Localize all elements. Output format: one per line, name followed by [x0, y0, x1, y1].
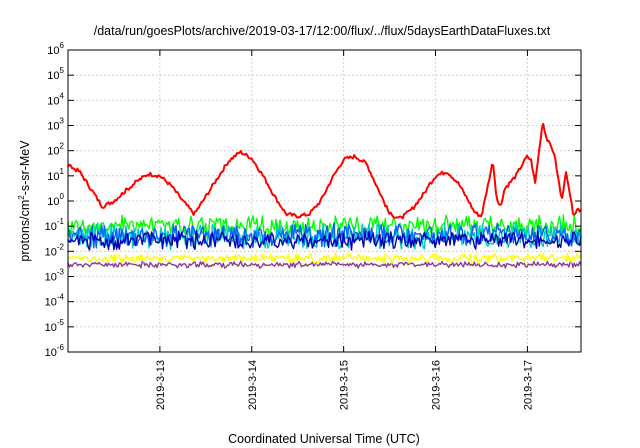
y-tick-base: 10 [47, 146, 59, 158]
y-tick-base: 10 [45, 246, 57, 258]
y-tick-exponent: 2 [60, 142, 65, 151]
y-tick-base: 10 [47, 121, 59, 133]
y-tick-exponent: -3 [57, 268, 65, 277]
series-line-6 [67, 260, 582, 269]
series-line-1 [67, 214, 582, 239]
y-tick-label: 104 [47, 91, 64, 107]
chart-title: /data/run/goesPlots/archive/2019-03-17/1… [94, 24, 551, 38]
y-tick-label: 100 [47, 192, 64, 208]
x-tick-label: 2019-3-15 [339, 360, 351, 410]
y-tick-exponent: -5 [57, 318, 65, 327]
x-tick-label: 2019-3-17 [522, 360, 534, 410]
x-tick-label: 2019-3-16 [431, 360, 443, 410]
series-line-4 [67, 230, 582, 251]
y-tick-label: 10-3 [45, 268, 65, 284]
y-tick-label: 105 [47, 66, 64, 82]
y-tick-exponent: -4 [57, 293, 65, 302]
grid-layer [68, 50, 581, 352]
tick-layer: 10-610-510-410-310-210-11001011021031041… [45, 41, 581, 410]
y-tick-label: 106 [47, 41, 64, 57]
y-tick-base: 10 [45, 221, 57, 233]
y-tick-exponent: 3 [60, 117, 65, 126]
y-tick-exponent: -1 [57, 217, 65, 226]
y-tick-exponent: 4 [60, 91, 65, 100]
y-tick-label: 10-1 [45, 217, 65, 233]
y-axis-label-pre: protons/cm [18, 200, 32, 262]
y-tick-base: 10 [45, 297, 57, 309]
y-axis-label: protons/cm2-s-sr-MeV [17, 140, 32, 262]
series-layer [67, 122, 582, 269]
y-tick-label: 10-2 [45, 242, 65, 258]
series-line-5 [67, 252, 582, 265]
y-tick-label: 102 [47, 142, 64, 158]
y-tick-base: 10 [47, 171, 59, 183]
x-axis-label: Coordinated Universal Time (UTC) [228, 432, 420, 446]
y-tick-base: 10 [45, 322, 57, 334]
series-line-0 [67, 122, 582, 220]
y-tick-base: 10 [47, 196, 59, 208]
y-tick-exponent: -2 [57, 242, 65, 251]
y-tick-base: 10 [47, 45, 59, 57]
y-tick-label: 10-6 [45, 343, 65, 359]
y-axis-label-sup: 2 [17, 195, 26, 200]
y-tick-label: 103 [47, 117, 64, 133]
y-tick-base: 10 [47, 95, 59, 107]
y-tick-base: 10 [45, 347, 57, 359]
y-tick-base: 10 [45, 272, 57, 284]
x-tick-label: 2019-3-13 [155, 360, 167, 410]
y-tick-exponent: 6 [60, 41, 65, 50]
y-tick-exponent: 5 [60, 66, 65, 75]
y-axis-label-post: -s-sr-MeV [18, 140, 32, 196]
y-tick-exponent: 0 [60, 192, 65, 201]
y-tick-exponent: 1 [60, 167, 65, 176]
y-tick-base: 10 [47, 70, 59, 82]
y-tick-exponent: -6 [57, 343, 65, 352]
y-tick-label: 101 [47, 167, 64, 183]
x-tick-label: 2019-3-14 [247, 360, 259, 410]
y-tick-label: 10-5 [45, 318, 65, 334]
y-tick-label: 10-4 [45, 293, 65, 309]
